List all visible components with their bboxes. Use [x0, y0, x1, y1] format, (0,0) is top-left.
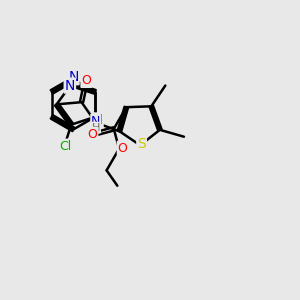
Text: O: O	[88, 128, 98, 141]
Text: H: H	[92, 123, 100, 133]
Text: N: N	[92, 113, 103, 128]
Text: N: N	[91, 115, 101, 128]
Text: N: N	[68, 70, 79, 84]
Text: Cl: Cl	[59, 140, 71, 153]
Text: N: N	[65, 79, 75, 93]
Text: O: O	[81, 74, 91, 87]
Text: O: O	[118, 142, 128, 154]
Text: S: S	[137, 137, 146, 151]
